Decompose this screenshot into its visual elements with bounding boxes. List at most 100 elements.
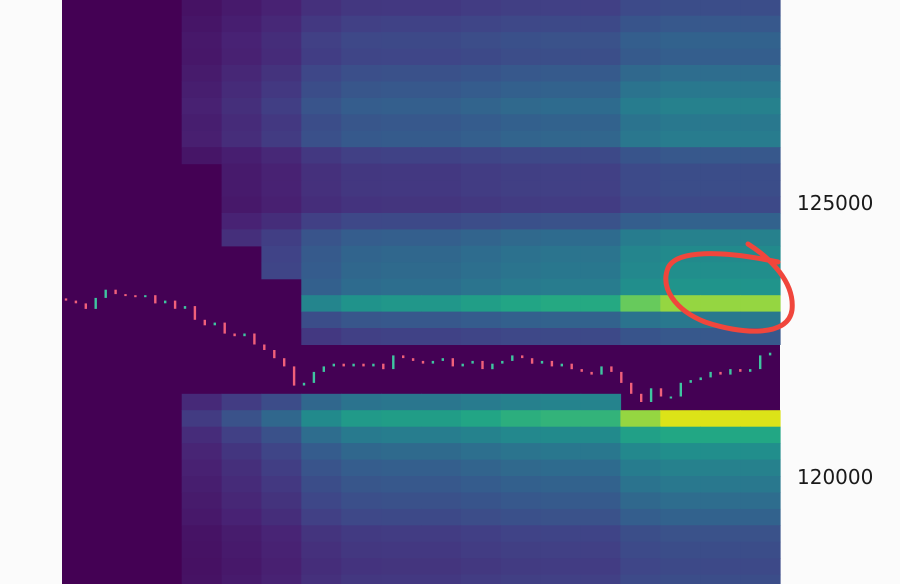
- heatmap-cell: [500, 508, 542, 526]
- heatmap-cell: [301, 114, 342, 132]
- heatmap-cell: [620, 492, 661, 510]
- candle: [332, 363, 335, 367]
- heatmap-cell: [221, 15, 263, 33]
- heatmap-cell: [500, 0, 542, 17]
- heatmap-cell: [181, 65, 223, 82]
- heatmap-cell: [660, 443, 701, 461]
- heatmap-cell: [500, 328, 542, 345]
- candle: [620, 371, 623, 383]
- heatmap-cell: [341, 574, 382, 584]
- heatmap-cell: [500, 410, 542, 428]
- heatmap-cell: [381, 0, 422, 17]
- heatmap-cell: [740, 180, 781, 198]
- heatmap-cell: [381, 262, 422, 280]
- candle: [719, 371, 722, 375]
- heatmap-cell: [460, 295, 502, 313]
- heatmap-cell: [301, 295, 342, 313]
- heatmap-cell: [500, 229, 542, 247]
- heatmap-cell: [261, 525, 302, 543]
- heatmap-cell: [421, 147, 462, 165]
- heatmap-cell: [500, 574, 542, 584]
- heatmap-cell: [421, 525, 462, 543]
- heatmap-cell: [341, 15, 382, 33]
- heatmap-cell: [620, 328, 661, 345]
- candle: [640, 393, 643, 402]
- heatmap-cell: [381, 65, 422, 82]
- heatmap-cell: [460, 180, 502, 198]
- heatmap-cell: [700, 48, 741, 66]
- heatmap-cell: [700, 213, 741, 230]
- heatmap-cell: [460, 574, 502, 584]
- heatmap-cell: [620, 97, 661, 115]
- heatmap-cell: [221, 180, 263, 198]
- heatmap-cell: [301, 476, 342, 493]
- heatmap-cell: [740, 508, 781, 526]
- heatmap-cell: [660, 0, 701, 17]
- heatmap-cell: [460, 541, 502, 559]
- heatmap-cell: [660, 459, 701, 477]
- hand-drawn-circle-annotation: [663, 241, 795, 334]
- heatmap-cell: [381, 476, 422, 493]
- heatmap-cell: [341, 278, 382, 296]
- heatmap-cell: [740, 130, 781, 148]
- heatmap-cell: [700, 32, 741, 50]
- heatmap-cell: [580, 295, 622, 313]
- heatmap-cell: [620, 32, 661, 50]
- candle: [352, 363, 355, 367]
- heatmap-cell: [580, 147, 622, 165]
- heatmap-cell: [381, 311, 422, 329]
- heatmap-cell: [500, 180, 542, 198]
- heatmap-cell: [620, 295, 661, 313]
- heatmap-cell: [421, 213, 462, 230]
- heatmap-cell: [540, 574, 582, 584]
- heatmap-cell: [620, 508, 661, 526]
- heatmap-cell: [540, 147, 582, 165]
- heatmap-cell: [381, 97, 422, 115]
- candle: [749, 369, 752, 372]
- candle: [312, 371, 316, 383]
- heatmap-cell: [421, 443, 462, 461]
- heatmap-cell: [181, 574, 223, 584]
- heatmap-cell: [500, 81, 542, 99]
- heatmap-cell: [221, 525, 263, 543]
- heatmap-cell: [660, 48, 701, 66]
- heatmap-cell: [421, 32, 462, 50]
- heatmap-cell: [421, 574, 462, 584]
- heatmap-cell: [460, 311, 502, 329]
- heatmap-cell: [460, 245, 502, 263]
- heatmap-cell: [381, 393, 422, 411]
- candle: [273, 350, 276, 359]
- candle: [521, 355, 524, 359]
- heatmap-cell: [580, 245, 622, 263]
- heatmap-cell: [221, 426, 263, 444]
- heatmap-cell: [740, 476, 781, 493]
- heatmap-cell: [301, 459, 342, 477]
- heatmap-cell: [301, 574, 342, 584]
- heatmap-cell: [660, 311, 701, 329]
- heatmap-cell: [540, 278, 582, 296]
- heatmap-cell: [660, 97, 701, 115]
- candle: [441, 358, 444, 361]
- heatmap-cell: [221, 48, 263, 66]
- candle: [481, 360, 484, 370]
- candle: [292, 366, 296, 386]
- heatmap-cell: [301, 15, 342, 33]
- candle: [689, 380, 692, 383]
- y-axis: 125000 120000: [797, 191, 873, 489]
- heatmap-cell: [261, 213, 302, 230]
- candle: [610, 366, 613, 372]
- candle: [74, 300, 78, 304]
- heatmap-cell: [700, 65, 741, 82]
- heatmap-cell: [740, 410, 781, 428]
- heatmap-cell: [261, 147, 302, 165]
- heatmap-cell: [620, 525, 661, 543]
- heatmap-cell: [700, 0, 741, 17]
- heatmap-cell: [740, 114, 781, 132]
- heatmap-cell: [341, 262, 382, 280]
- heatmap-cell: [500, 278, 542, 296]
- heatmap-cell: [700, 81, 741, 99]
- heatmap-cell: [460, 492, 502, 510]
- heatmap-cell: [700, 328, 741, 345]
- heatmap-cell: [221, 130, 263, 148]
- heatmap-cell: [421, 262, 462, 280]
